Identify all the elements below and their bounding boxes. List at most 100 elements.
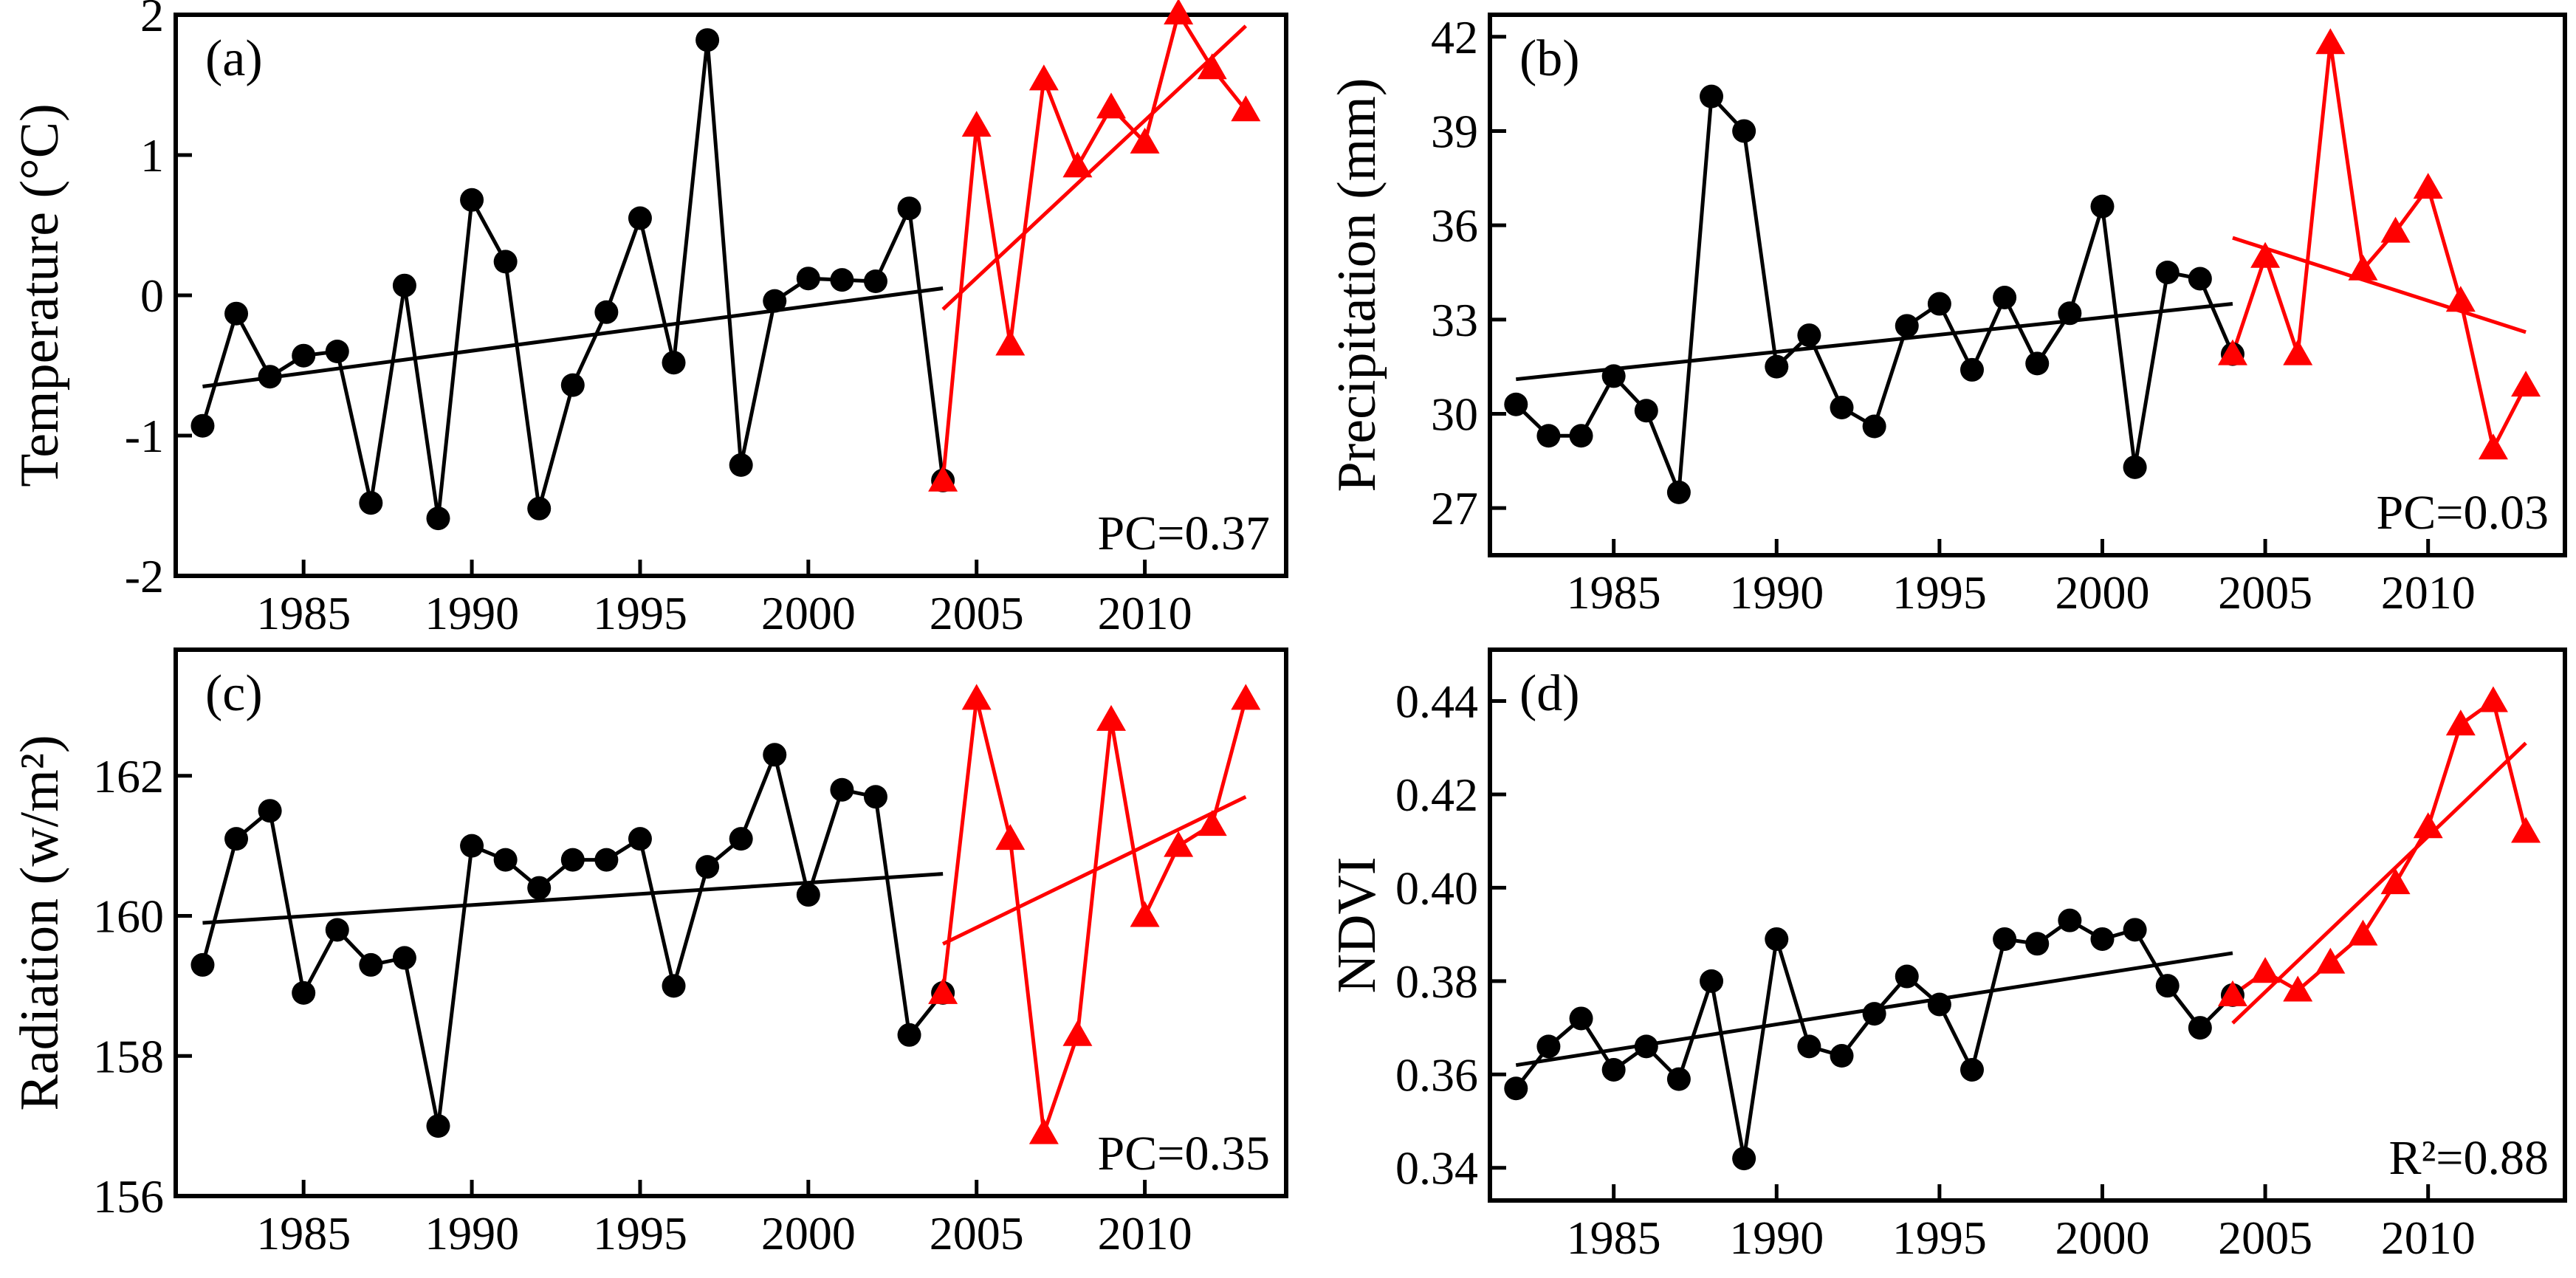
x-tick-label: 2010 <box>2381 566 2476 619</box>
data-point <box>763 289 787 313</box>
data-point <box>863 269 887 293</box>
data-point <box>2348 919 2378 946</box>
panel-b: 27 30 33 36 39 42 1985 1990 1995 2000 2005 2010 Prec… <box>1327 11 2567 619</box>
data-point <box>527 496 552 521</box>
data-point <box>2090 194 2115 219</box>
data-point <box>897 196 921 221</box>
data-point <box>392 946 416 970</box>
data-point <box>1700 84 1724 109</box>
data-point <box>2058 301 2082 326</box>
data-point <box>190 413 215 438</box>
x-tick-label: 1995 <box>593 1207 687 1260</box>
x-tick-label: 1995 <box>593 587 687 639</box>
series-line <box>941 698 1248 1134</box>
series-line <box>2230 42 2528 454</box>
stat-annotation: PC=0.35 <box>1098 1127 1270 1181</box>
plot-frame <box>1488 13 2567 557</box>
x-tick-label: 2005 <box>2218 1212 2312 1264</box>
y-tick-label: 158 <box>93 1030 164 1082</box>
panel-label: (a) <box>205 30 263 87</box>
x-tick-label: 1990 <box>425 587 519 639</box>
data-point <box>796 267 820 291</box>
trend-line <box>2232 236 2527 334</box>
data-point <box>325 918 349 942</box>
x-tick-label: 2000 <box>761 587 856 639</box>
data-point <box>2511 817 2541 843</box>
trend-line <box>202 872 944 925</box>
x-tick-label: 2000 <box>761 1207 856 1260</box>
data-point <box>1732 1147 1756 1171</box>
y-tick-label: 0 <box>140 269 164 322</box>
data-point <box>2090 927 2115 951</box>
y-tick-label: 42 <box>1431 11 1478 63</box>
data-point <box>1130 127 1160 154</box>
stat-annotation: PC=0.03 <box>2377 486 2549 540</box>
data-point <box>1765 354 1789 379</box>
data-point <box>1862 414 1886 439</box>
data-point <box>2380 216 2411 243</box>
data-point <box>2283 975 2313 1002</box>
data-point <box>1993 286 2017 310</box>
y-tick-label: 0.44 <box>1395 676 1478 728</box>
data-point <box>995 824 1026 851</box>
data-point <box>1569 1006 1593 1031</box>
panel-c: 156 158 160 162 1985 1990 1995 2000 2005 2010 Radi… <box>10 647 1288 1260</box>
data-point <box>292 343 316 368</box>
data-point <box>493 250 518 274</box>
data-point <box>2025 932 2050 956</box>
data-point <box>2315 947 2346 974</box>
y-tick-label: 156 <box>93 1170 164 1223</box>
data-point <box>2058 908 2082 932</box>
panel-label: (d) <box>1519 665 1580 722</box>
y-tick-label: -2 <box>125 550 164 602</box>
stat-annotation: R²=0.88 <box>2388 1131 2549 1185</box>
data-point <box>2217 980 2247 1006</box>
y-tick-label: 36 <box>1431 199 1478 252</box>
trend-line <box>202 286 944 388</box>
x-tick-label: 1995 <box>1892 1212 1987 1264</box>
data-point <box>1130 901 1160 927</box>
y-tick-label: 39 <box>1431 105 1478 157</box>
x-tick-label: 2005 <box>930 1207 1024 1260</box>
data-point <box>1634 399 1658 423</box>
y-tick-label: 30 <box>1431 388 1478 440</box>
x-tick-label: 2010 <box>2381 1212 2476 1264</box>
data-point <box>392 273 416 298</box>
data-point <box>662 974 686 998</box>
data-point <box>1197 53 1227 80</box>
x-tick-label: 2005 <box>2218 566 2312 619</box>
data-point <box>961 111 992 137</box>
data-point <box>1197 810 1227 836</box>
data-point <box>1634 1034 1658 1059</box>
data-point <box>2155 974 2180 998</box>
data-point <box>897 1023 921 1047</box>
data-point <box>928 978 958 1004</box>
y-tick-label: 160 <box>93 890 164 943</box>
y-tick-label: -1 <box>125 410 164 462</box>
data-point <box>1666 480 1691 504</box>
data-point <box>325 340 349 363</box>
data-point <box>1960 1057 1984 1082</box>
data-point <box>2413 173 2443 199</box>
series-line <box>201 749 945 1127</box>
data-point <box>863 785 887 809</box>
data-point <box>258 799 282 823</box>
data-point <box>1797 1034 1821 1059</box>
data-point <box>2348 254 2378 281</box>
data-point <box>594 848 619 872</box>
data-point <box>1797 323 1821 348</box>
plot-frame <box>174 13 1288 578</box>
data-point <box>2188 1016 2212 1040</box>
data-point <box>1601 1057 1626 1082</box>
x-tick-label: 1990 <box>425 1207 519 1260</box>
y-axis-label: Radiation (w/m²) <box>10 735 70 1110</box>
data-point <box>1062 1020 1093 1046</box>
data-point <box>2478 433 2508 460</box>
data-point <box>292 980 316 1005</box>
data-point <box>1765 927 1789 951</box>
data-point <box>2155 260 2180 284</box>
data-point <box>527 876 552 900</box>
data-point <box>1096 92 1127 119</box>
data-point <box>224 827 249 851</box>
